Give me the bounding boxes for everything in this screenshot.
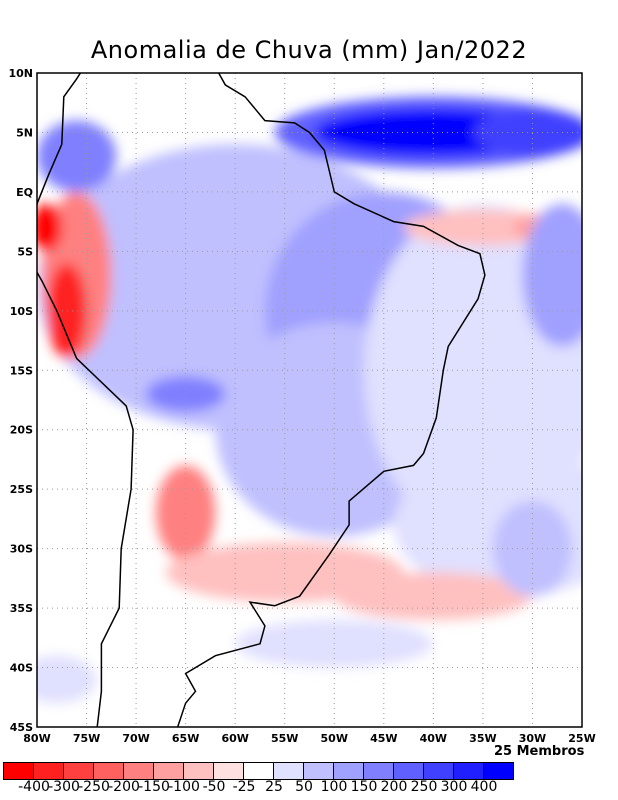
anomaly-region [146, 376, 226, 412]
colorbar-label: -200 [108, 779, 140, 795]
map-title: Anomalia de Chuva (mm) Jan/2022 [90, 36, 528, 64]
colorbar-swatch [364, 763, 394, 779]
anomaly-region [46, 263, 87, 359]
colorbar-label: -300 [48, 779, 80, 795]
lon-tick-label: 45W [370, 732, 397, 745]
lat-tick-label: 35S [10, 602, 33, 615]
colorbar-swatch [184, 763, 214, 779]
colorbar-swatch [424, 763, 454, 779]
anomaly-region [37, 120, 117, 192]
colorbar-swatch [64, 763, 94, 779]
lon-tick-label: 35W [469, 732, 496, 745]
anomaly-region [155, 465, 216, 561]
colorbar-swatch [484, 763, 513, 779]
lon-tick-label: 60W [221, 732, 248, 745]
colorbar-label: 200 [380, 779, 408, 795]
lat-tick-label: 10S [10, 305, 33, 318]
colorbar-label: 300 [440, 779, 468, 795]
colorbar-label: -100 [168, 779, 200, 795]
colorbar-swatch [244, 763, 274, 779]
lat-tick-label: 20S [10, 424, 33, 437]
lat-tick-label: 5N [16, 126, 33, 139]
lon-tick-label: 65W [172, 732, 199, 745]
anomaly-region [522, 203, 582, 347]
colorbar-swatch [214, 763, 244, 779]
lat-tick-label: 15S [10, 364, 33, 377]
colorbar-label: -50 [202, 779, 226, 795]
lat-tick-label: 25S [10, 483, 33, 496]
colorbar-label: -250 [78, 779, 110, 795]
lat-tick-label: 45S [10, 721, 33, 734]
lat-tick-label: EQ [16, 186, 33, 199]
lon-tick-label: 70W [122, 732, 149, 745]
colorbar-label: 50 [295, 779, 313, 795]
colorbar-swatch [334, 763, 364, 779]
map-frame [36, 72, 583, 728]
colorbar-label: -400 [18, 779, 50, 795]
lat-tick-label: 5S [17, 245, 33, 258]
colorbar-label: 100 [320, 779, 348, 795]
lon-tick-label: 55W [271, 732, 298, 745]
colorbar-swatch [94, 763, 124, 779]
lon-tick-label: 50W [321, 732, 348, 745]
lat-tick-label: 30S [10, 543, 33, 556]
colorbar-swatch [454, 763, 484, 779]
lon-tick-label: 75W [73, 732, 100, 745]
colorbar-swatch [154, 763, 184, 779]
colorbar-swatch [4, 763, 34, 779]
colorbar-label: 250 [410, 779, 438, 795]
coastline [37, 73, 486, 727]
members-label: 25 Membros [494, 744, 585, 759]
colorbar-label: 25 [265, 779, 283, 795]
lat-tick-label: 10N [8, 67, 33, 80]
anomaly-region [37, 203, 62, 252]
colorbar-swatch [34, 763, 64, 779]
lat-tick-label: 40S [10, 662, 33, 675]
colorbar [3, 762, 514, 780]
lon-tick-label: 40W [420, 732, 447, 745]
lon-tick-label: 25W [568, 732, 595, 745]
colorbar-swatch [124, 763, 154, 779]
anomaly-region [37, 655, 97, 704]
colorbar-swatch [394, 763, 424, 779]
lon-tick-label: 30W [519, 732, 546, 745]
colorbar-swatch [274, 763, 304, 779]
colorbar-label: -25 [232, 779, 256, 795]
colorbar-label: 400 [470, 779, 498, 795]
lon-tick-label: 80W [23, 732, 50, 745]
colorbar-swatch [304, 763, 334, 779]
colorbar-label: 150 [350, 779, 378, 795]
colorbar-label: -150 [138, 779, 170, 795]
